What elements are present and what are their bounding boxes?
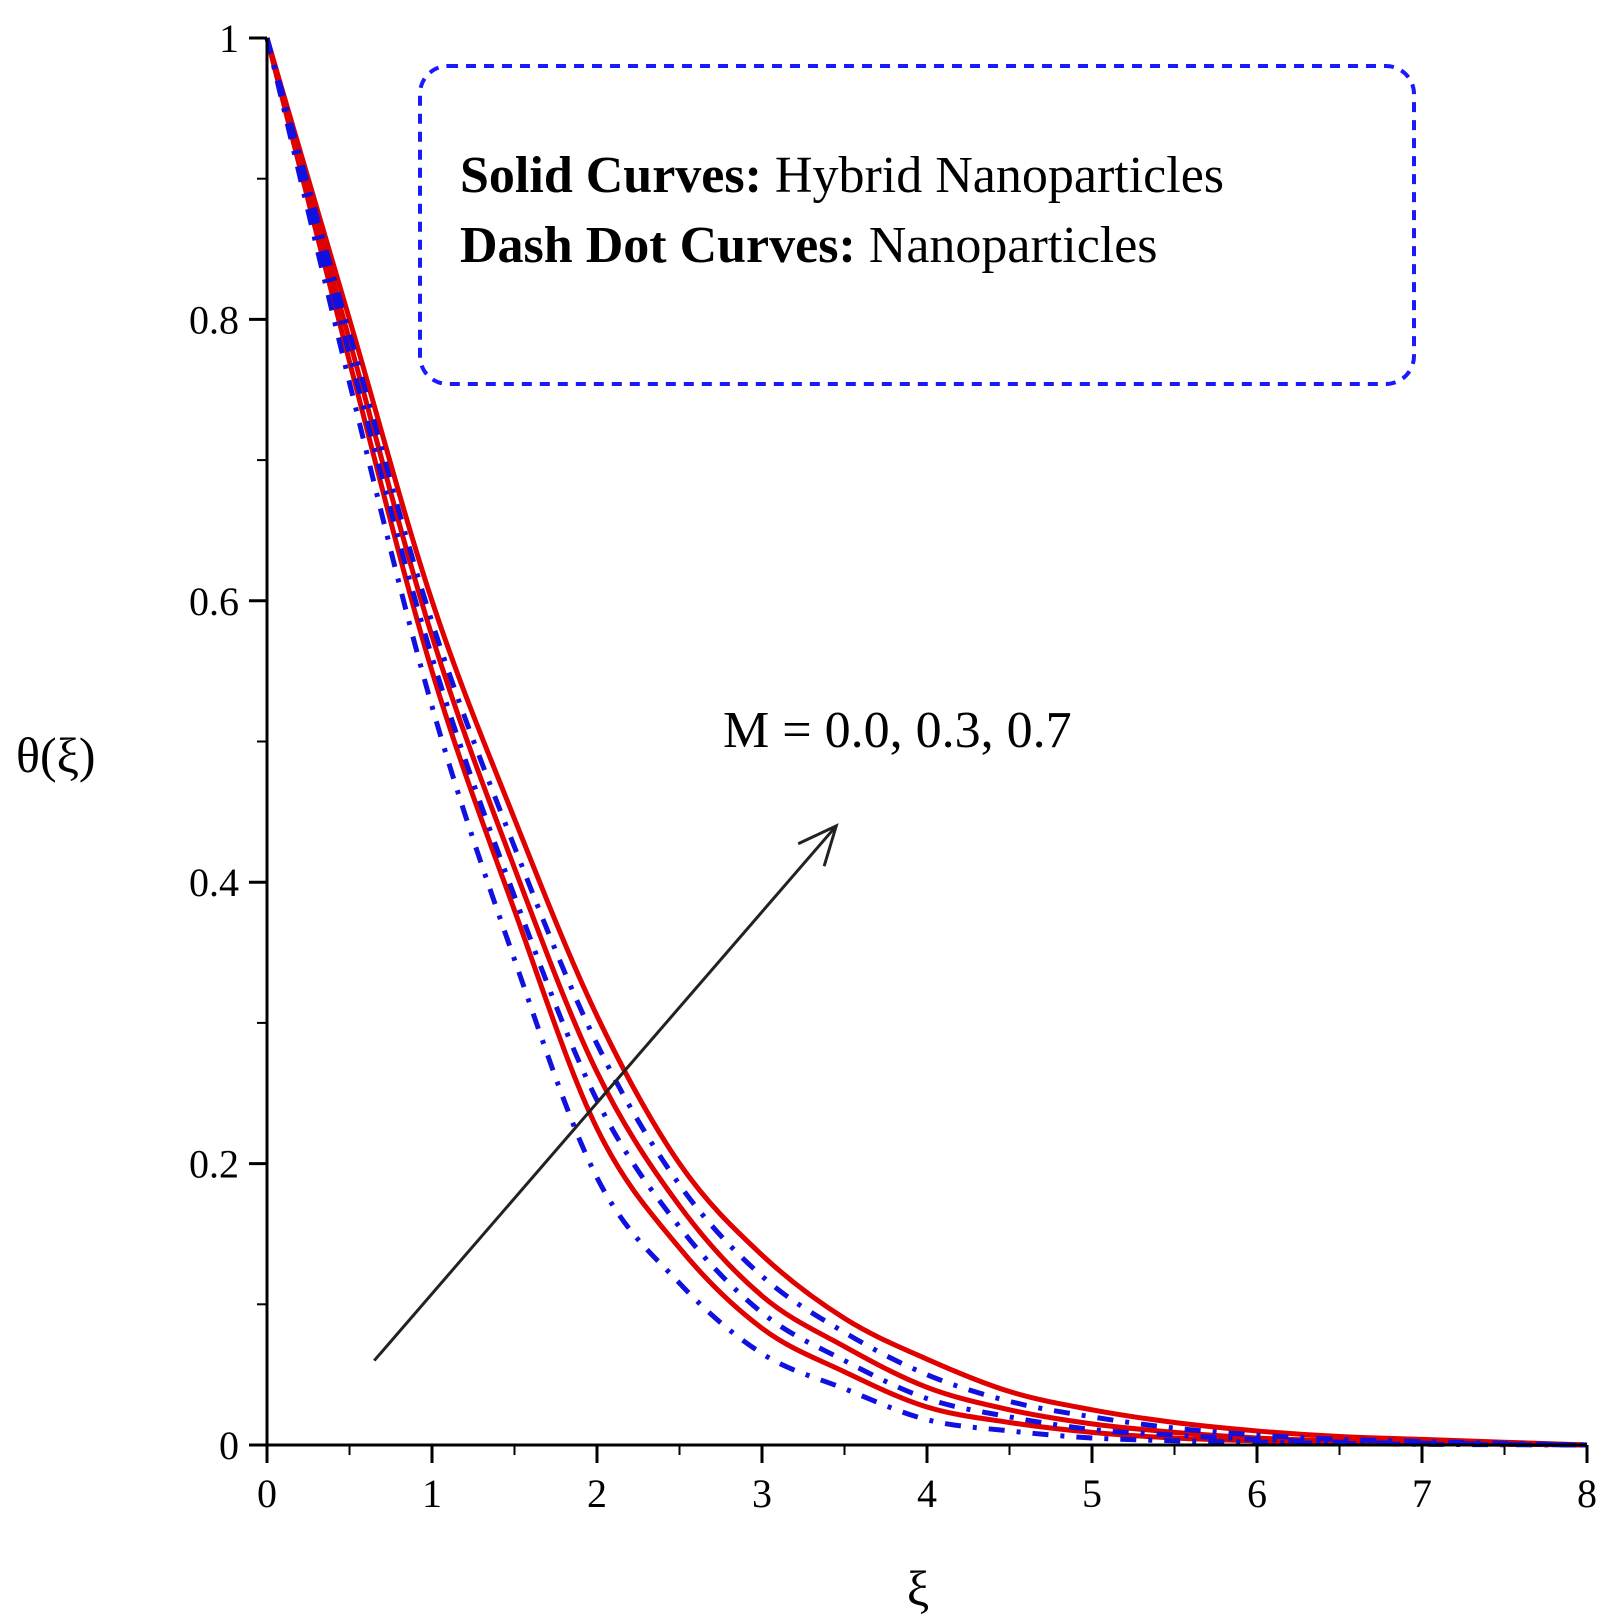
legend-solid-text: Hybrid Nanoparticles xyxy=(762,147,1224,204)
x-axis-label: ξ xyxy=(907,1560,929,1616)
y-tick-label-0.8: 0.8 xyxy=(189,297,239,342)
y-tick-label-0.4: 0.4 xyxy=(189,860,239,905)
x-tick-label-3: 3 xyxy=(752,1471,772,1516)
annotation: M = 0.0, 0.3, 0.7 xyxy=(373,702,1072,1362)
x-tick-label-4: 4 xyxy=(917,1471,937,1516)
x-tick-label-5: 5 xyxy=(1082,1471,1102,1516)
x-tick-label-0: 0 xyxy=(257,1471,277,1516)
series-line-nano-5 xyxy=(264,37,1588,1448)
annotation-arrow-head xyxy=(797,823,839,867)
x-tick-label-7: 7 xyxy=(1412,1471,1432,1516)
annotation-arrow-shaft xyxy=(373,824,838,1362)
legend-dash-entry: Dash Dot Curves: Nanoparticles xyxy=(460,217,1158,274)
y-tick-label-1: 1 xyxy=(219,16,239,61)
legend: Solid Curves: Hybrid Nanoparticles Dash … xyxy=(418,64,1416,386)
legend-dash-text: Nanoparticles xyxy=(856,217,1158,274)
series-line-nano-4 xyxy=(264,37,1588,1448)
x-tick-label-1: 1 xyxy=(422,1471,442,1516)
legend-solid-entry: Solid Curves: Hybrid Nanoparticles xyxy=(460,147,1224,204)
annotation-label: M = 0.0, 0.3, 0.7 xyxy=(723,702,1072,759)
x-tick-label-8: 8 xyxy=(1577,1471,1597,1516)
y-tick-label-0: 0 xyxy=(219,1423,239,1468)
series-line-hybrid-2 xyxy=(264,37,1588,1448)
axes: 0 1 2 3 4 5 6 7 8 0 0.2 0.4 0.6 0.8 1 xyxy=(189,16,1597,1516)
legend-box xyxy=(418,64,1416,386)
x-tick-label-6: 6 xyxy=(1247,1471,1267,1516)
legend-solid-prefix: Solid Curves: xyxy=(460,147,762,204)
y-tick-label-0.2: 0.2 xyxy=(189,1142,239,1187)
y-axis-label: θ(ξ) xyxy=(16,727,96,783)
legend-dash-prefix: Dash Dot Curves: xyxy=(460,217,856,274)
series-layer xyxy=(264,37,1588,1448)
x-tick-label-2: 2 xyxy=(587,1471,607,1516)
y-tick-label-0.6: 0.6 xyxy=(189,579,239,624)
